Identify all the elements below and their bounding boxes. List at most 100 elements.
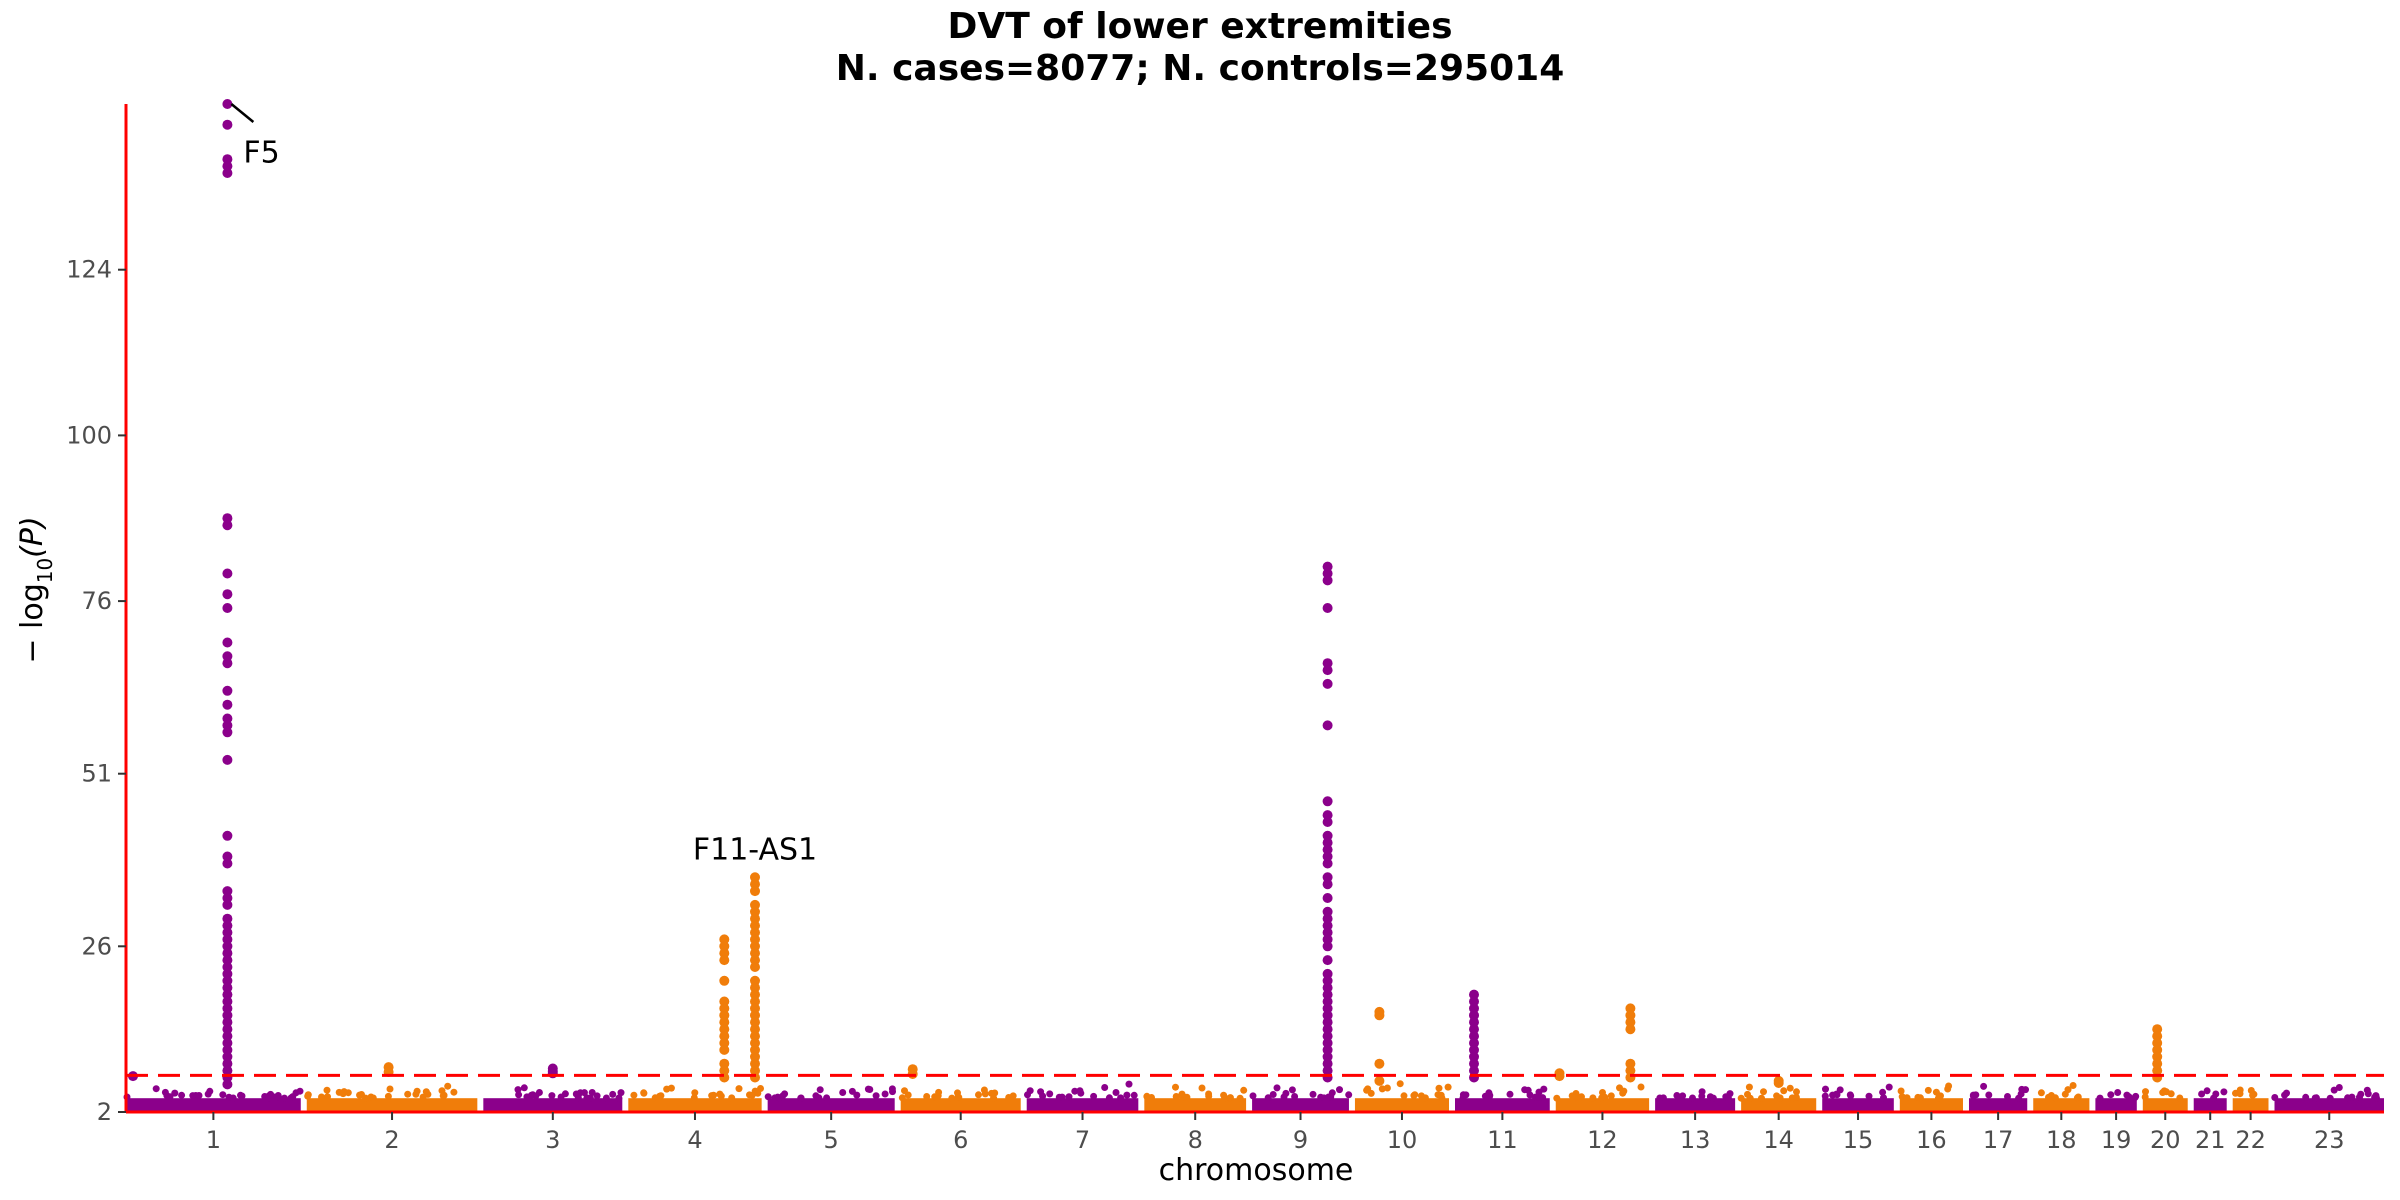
y-axis-ticks: 2 26 51 76 100 124	[66, 256, 126, 1126]
snp-point	[222, 830, 233, 841]
snp-point	[1437, 1091, 1445, 1099]
snp-point	[2344, 1094, 2352, 1102]
snp-point	[2326, 1094, 2334, 1102]
x-tick-label: 22	[2235, 1126, 2266, 1154]
snp-point	[2372, 1092, 2380, 1100]
snp-point	[719, 1065, 730, 1076]
snp-point	[222, 948, 233, 959]
snp-point	[222, 1010, 233, 1021]
snp-point	[750, 1017, 760, 1028]
snp-point	[1336, 1086, 1343, 1094]
snp-point	[816, 1086, 824, 1094]
snp-point	[222, 589, 233, 600]
chromosome-21-baseline-band	[2193, 1098, 2227, 1112]
snp-point	[1322, 1038, 1333, 1048]
snp-point	[222, 1044, 233, 1055]
snp-point	[2335, 1084, 2343, 1091]
x-tick-label: 2	[384, 1126, 399, 1154]
snp-point	[1568, 1092, 1576, 1100]
chromosome-4-points	[628, 1084, 764, 1112]
snp-point	[222, 685, 233, 696]
snp-point	[2159, 1089, 2167, 1096]
snp-point	[222, 989, 233, 1000]
snp-point	[1071, 1087, 1079, 1095]
snp-point	[222, 1038, 233, 1048]
chromosome-7-baseline-band	[1026, 1098, 1139, 1112]
snp-point	[2152, 1044, 2163, 1055]
snp-point	[222, 520, 233, 531]
snp-point	[229, 1094, 237, 1102]
snp-point	[1322, 837, 1333, 848]
snp-point	[2212, 1090, 2220, 1098]
snp-point	[2107, 1091, 2115, 1099]
snp-point	[1656, 1094, 1664, 1102]
snp-point	[719, 1031, 730, 1042]
snp-point	[1383, 1084, 1391, 1092]
snp-point	[2176, 1094, 2184, 1102]
snp-point	[954, 1093, 962, 1101]
chromosome-13-baseline-band	[1655, 1098, 1736, 1112]
snp-point	[988, 1089, 995, 1097]
chart-subtitle: N. cases=8077; N. controls=295014	[835, 48, 1565, 89]
snp-point	[719, 1024, 730, 1035]
snp-point	[222, 154, 233, 165]
snp-point	[222, 119, 233, 130]
snp-point	[1469, 1031, 1479, 1042]
snp-point	[1026, 1087, 1034, 1095]
chromosome-19-baseline-band	[2095, 1098, 2137, 1112]
snp-point	[872, 1092, 880, 1100]
snp-point	[1374, 1010, 1385, 1021]
snp-point	[222, 1024, 233, 1035]
x-tick-label: 4	[687, 1126, 702, 1154]
snp-point	[1130, 1091, 1138, 1099]
snp-point	[797, 1094, 805, 1102]
snp-point	[1625, 1017, 1636, 1028]
snp-point	[750, 1065, 760, 1076]
chromosome-10-points	[1354, 1080, 1452, 1112]
snp-point	[206, 1087, 214, 1095]
chromosome-12-points	[1553, 1083, 1650, 1112]
snp-point	[324, 1093, 331, 1101]
snp-point	[901, 1087, 908, 1095]
snp-point	[1821, 1092, 1829, 1100]
snp-point	[1123, 1091, 1131, 1099]
snp-point	[1599, 1089, 1606, 1096]
snp-point	[323, 1086, 331, 1094]
snp-point	[1421, 1094, 1429, 1102]
chromosome-11-baseline-band	[1455, 1098, 1550, 1112]
snp-point	[404, 1090, 412, 1098]
snp-point	[1322, 1044, 1333, 1055]
snp-point	[1280, 1093, 1288, 1101]
snp-point	[609, 1090, 617, 1098]
snp-point	[750, 1058, 760, 1069]
snp-point	[222, 1031, 233, 1042]
snp-point	[750, 1024, 760, 1035]
snp-point	[823, 1094, 831, 1102]
chromosome-2-points	[304, 1082, 478, 1112]
snp-point	[222, 99, 233, 109]
snp-point	[719, 1058, 730, 1069]
x-tick-label: 3	[545, 1126, 560, 1154]
snp-point	[1625, 1010, 1636, 1021]
snp-point	[1625, 1058, 1636, 1069]
snp-point	[222, 699, 233, 710]
y-axis-title-paren: (P)	[15, 516, 50, 558]
snp-point	[1944, 1085, 1952, 1093]
snp-point	[178, 1091, 186, 1099]
snp-point	[1345, 1091, 1353, 1099]
snp-point	[1625, 1065, 1636, 1076]
snp-point	[588, 1089, 596, 1096]
snp-point	[1822, 1085, 1829, 1093]
snp-point	[1589, 1094, 1597, 1102]
snp-point	[1291, 1093, 1299, 1100]
snp-point	[615, 1094, 623, 1102]
chromosome-10-baseline-band	[1354, 1098, 1450, 1112]
snp-point	[923, 1093, 931, 1100]
snp-point	[1444, 1083, 1452, 1091]
snp-point	[2220, 1088, 2228, 1096]
snp-point	[1125, 1080, 1133, 1088]
chromosome-22-baseline-band	[2232, 1098, 2269, 1112]
snp-point	[222, 913, 233, 924]
chromosome-3-points	[483, 1084, 625, 1112]
